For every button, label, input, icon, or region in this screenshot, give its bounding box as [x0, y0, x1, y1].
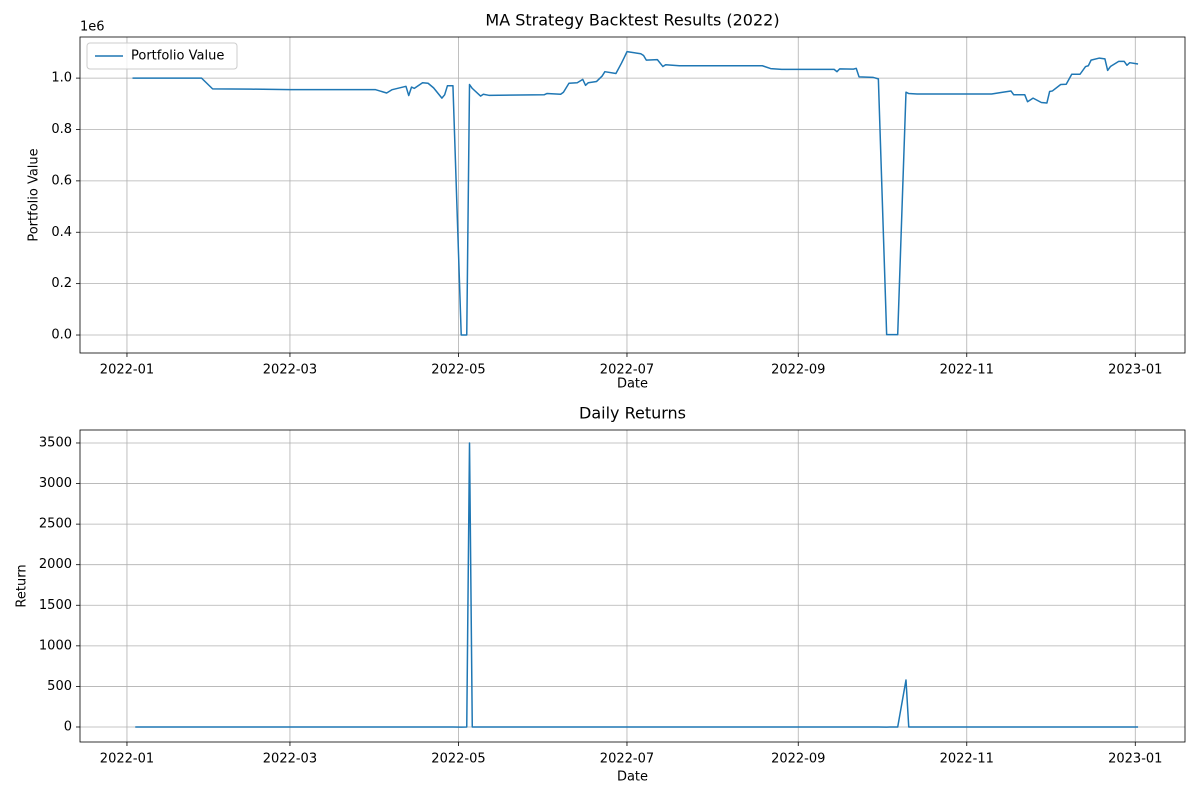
- axes-frame: [79, 36, 1186, 354]
- y-tick-label: 3000: [39, 476, 72, 491]
- x-tick-label: 2023-01: [1108, 363, 1162, 378]
- x-tick-label: 2022-03: [263, 363, 317, 378]
- x-tick-label: 2022-07: [600, 363, 654, 378]
- y-tick-label: 0: [64, 719, 72, 734]
- x-tick-label: 2022-05: [431, 752, 485, 767]
- y-tick-label: 2000: [39, 557, 72, 572]
- x-tick-label: 2022-11: [940, 363, 994, 378]
- axes-frame: [79, 429, 1186, 743]
- x-tick-label: 2022-11: [940, 752, 994, 767]
- y-tick-label: 3500: [39, 435, 72, 450]
- y-tick-label: 0.0: [51, 328, 72, 343]
- x-tick-label: 2022-03: [263, 752, 317, 767]
- data-line: [135, 442, 1139, 728]
- x-axis-label: Date: [617, 770, 648, 785]
- legend-box: [86, 42, 238, 70]
- x-tick-label: 2022-01: [100, 363, 154, 378]
- y-tick-label: 500: [47, 679, 72, 694]
- legend-label: Portfolio Value: [131, 49, 224, 64]
- x-tick-label: 2022-09: [771, 752, 825, 767]
- y-axis-label: Portfolio Value: [27, 148, 42, 241]
- y-tick-label: 0.6: [51, 173, 72, 188]
- chart-title: MA Strategy Backtest Results (2022): [485, 11, 779, 30]
- plot-area: [80, 430, 1185, 742]
- x-tick-label: 2023-01: [1108, 752, 1162, 767]
- x-tick-label: 2022-05: [431, 363, 485, 378]
- y-tick-label: 0.2: [51, 276, 72, 291]
- y-axis-label: Return: [15, 564, 30, 607]
- y-tick-label: 1.0: [51, 71, 72, 86]
- y-tick-label: 1500: [39, 598, 72, 613]
- y-tick-label: 0.4: [51, 225, 72, 240]
- x-tick-label: 2022-09: [771, 363, 825, 378]
- x-axis-label: Date: [617, 377, 648, 392]
- data-line: [132, 50, 1139, 336]
- y-offset-label: 1e6: [80, 20, 105, 35]
- x-tick-label: 2022-01: [100, 752, 154, 767]
- y-tick-label: 0.8: [51, 122, 72, 137]
- plot-area: [80, 37, 1185, 353]
- x-tick-label: 2022-07: [600, 752, 654, 767]
- y-tick-label: 1000: [39, 638, 72, 653]
- y-tick-label: 2500: [39, 517, 72, 532]
- chart-title: Daily Returns: [579, 404, 686, 423]
